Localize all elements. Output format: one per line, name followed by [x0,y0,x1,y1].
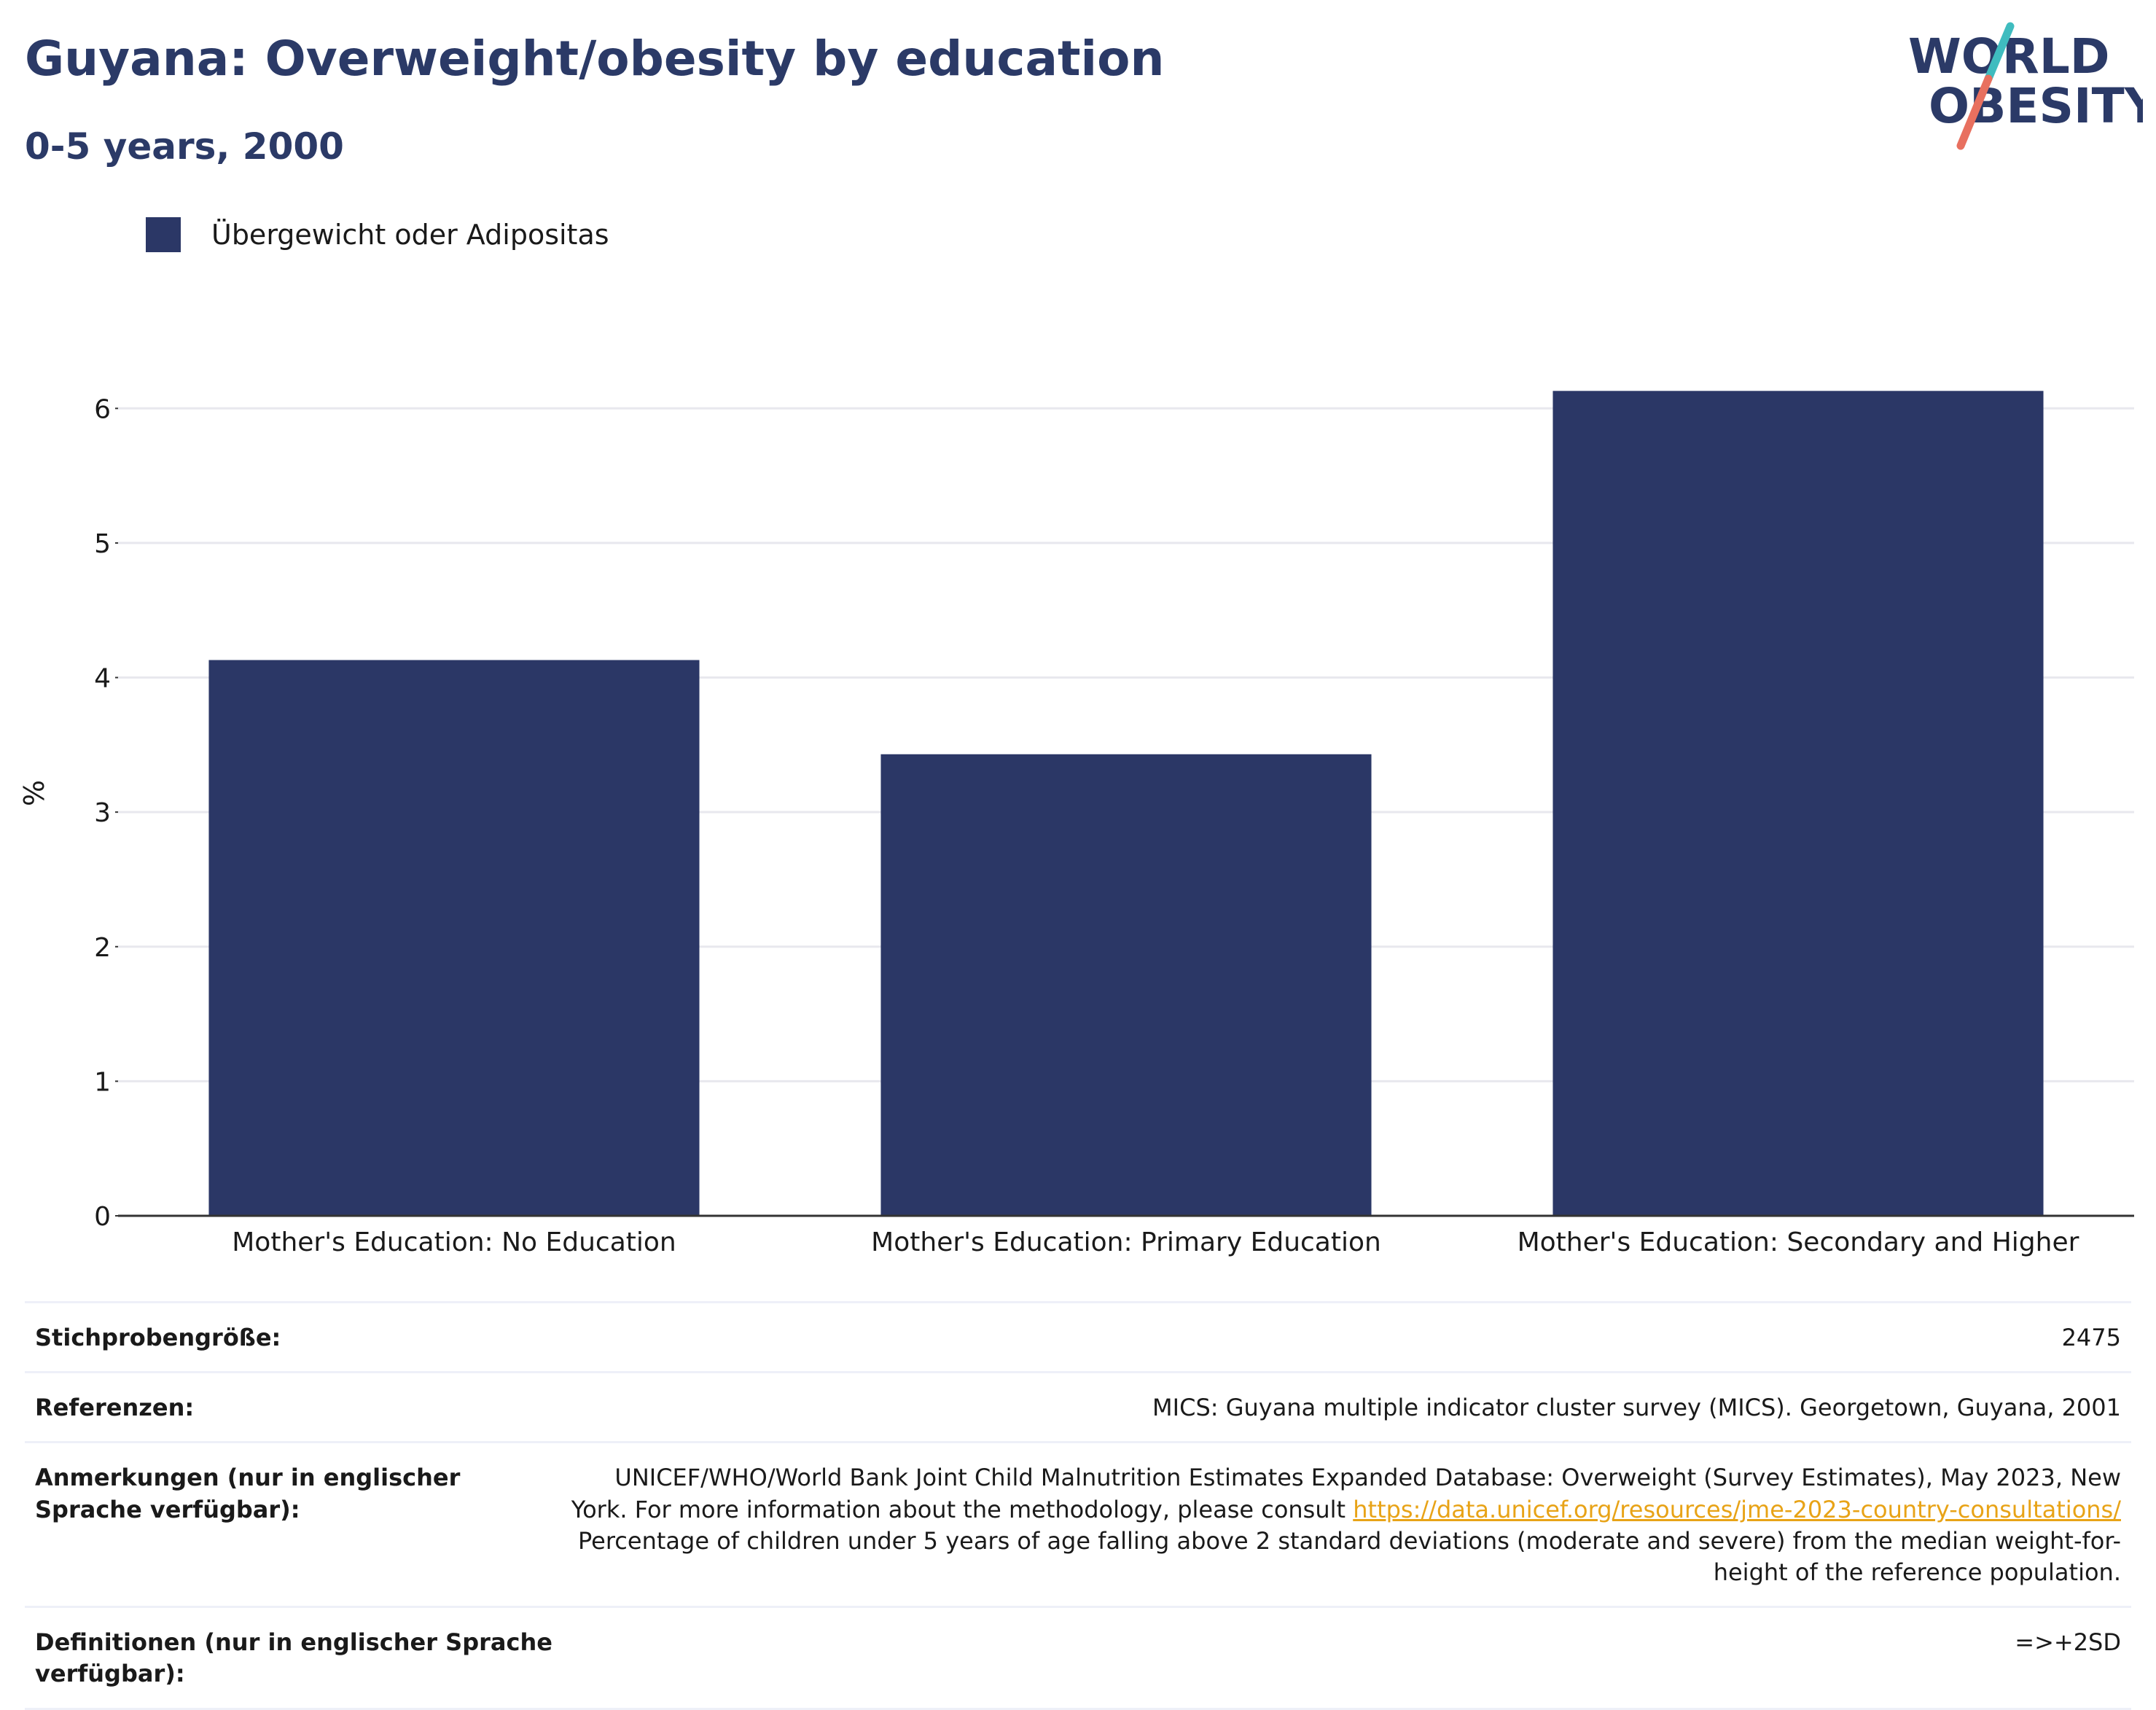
y-tick-label: 2 [94,933,111,963]
y-tick-label: 6 [94,394,111,424]
legend[interactable]: Übergewicht oder Adipositas [146,217,609,252]
notes-text-2: Percentage of children under 5 years of … [578,1526,2121,1586]
bar[interactable] [208,660,700,1216]
info-row-definitions: Definitionen (nur in englischer Sprache … [25,1606,2131,1710]
legend-label: Übergewicht oder Adipositas [211,219,609,251]
x-tick-label: Mother's Education: No Education [232,1227,676,1257]
sample-size-label: Stichprobengröße: [35,1324,281,1351]
definitions-label: Definitionen (nur in englischer Sprache … [35,1628,552,1688]
bar[interactable] [1552,391,2044,1217]
x-tick-label: Mother's Education: Secondary and Higher [1518,1227,2079,1257]
chart-title: Guyana: Overweight/obesity by education [25,31,1165,87]
info-table: Stichprobengröße: 2475 Referenzen: MICS:… [25,1301,2131,1710]
world-obesity-logo[interactable]: WORLD OBESITY [1902,22,2143,153]
sample-size-value: 2475 [2061,1324,2121,1351]
info-row-references: Referenzen: MICS: Guyana multiple indica… [25,1371,2131,1441]
definitions-value: =>+2SD [2015,1628,2121,1657]
y-tick-label: 3 [94,798,111,828]
y-axis-ticks: 0 1 2 3 4 5 6 [94,394,118,1232]
y-tick-label: 1 [94,1067,111,1097]
logo-slash-top [1984,22,2015,83]
references-value: MICS: Guyana multiple indicator cluster … [1152,1394,2121,1422]
y-tick-label: 4 [94,664,111,694]
chart-subtitle: 0-5 years, 2000 [25,125,344,168]
logo-line2: OBESITY [1929,78,2143,134]
methodology-link[interactable]: https://data.unicef.org/resources/jme-20… [1353,1495,2121,1523]
bars [208,391,2044,1217]
y-tick-label: 0 [94,1202,111,1232]
notes-text-1: UNICEF/WHO/World Bank Joint Child Malnut… [571,1464,2121,1523]
y-tick-label: 5 [94,529,111,559]
notes-value: UNICEF/WHO/World Bank Joint Child Malnut… [560,1462,2121,1588]
legend-swatch [146,217,181,252]
bar-chart: 0 1 2 3 4 5 6 Mother's Education: No Education… [18,391,2134,1257]
info-row-notes: Anmerkungen (nur in englischer Sprache v… [25,1441,2131,1606]
bar[interactable] [880,754,1372,1216]
notes-label: Anmerkungen (nur in englischer Sprache v… [35,1464,461,1523]
x-axis-ticks: Mother's Education: No Education Mother's… [232,1227,2079,1257]
references-label: Referenzen: [35,1394,195,1422]
y-axis-label: % [18,780,50,806]
info-row-sample: Stichprobengröße: 2475 [25,1301,2131,1371]
logo-slash-bottom [1956,74,1993,150]
x-tick-label: Mother's Education: Primary Education [871,1227,1381,1257]
